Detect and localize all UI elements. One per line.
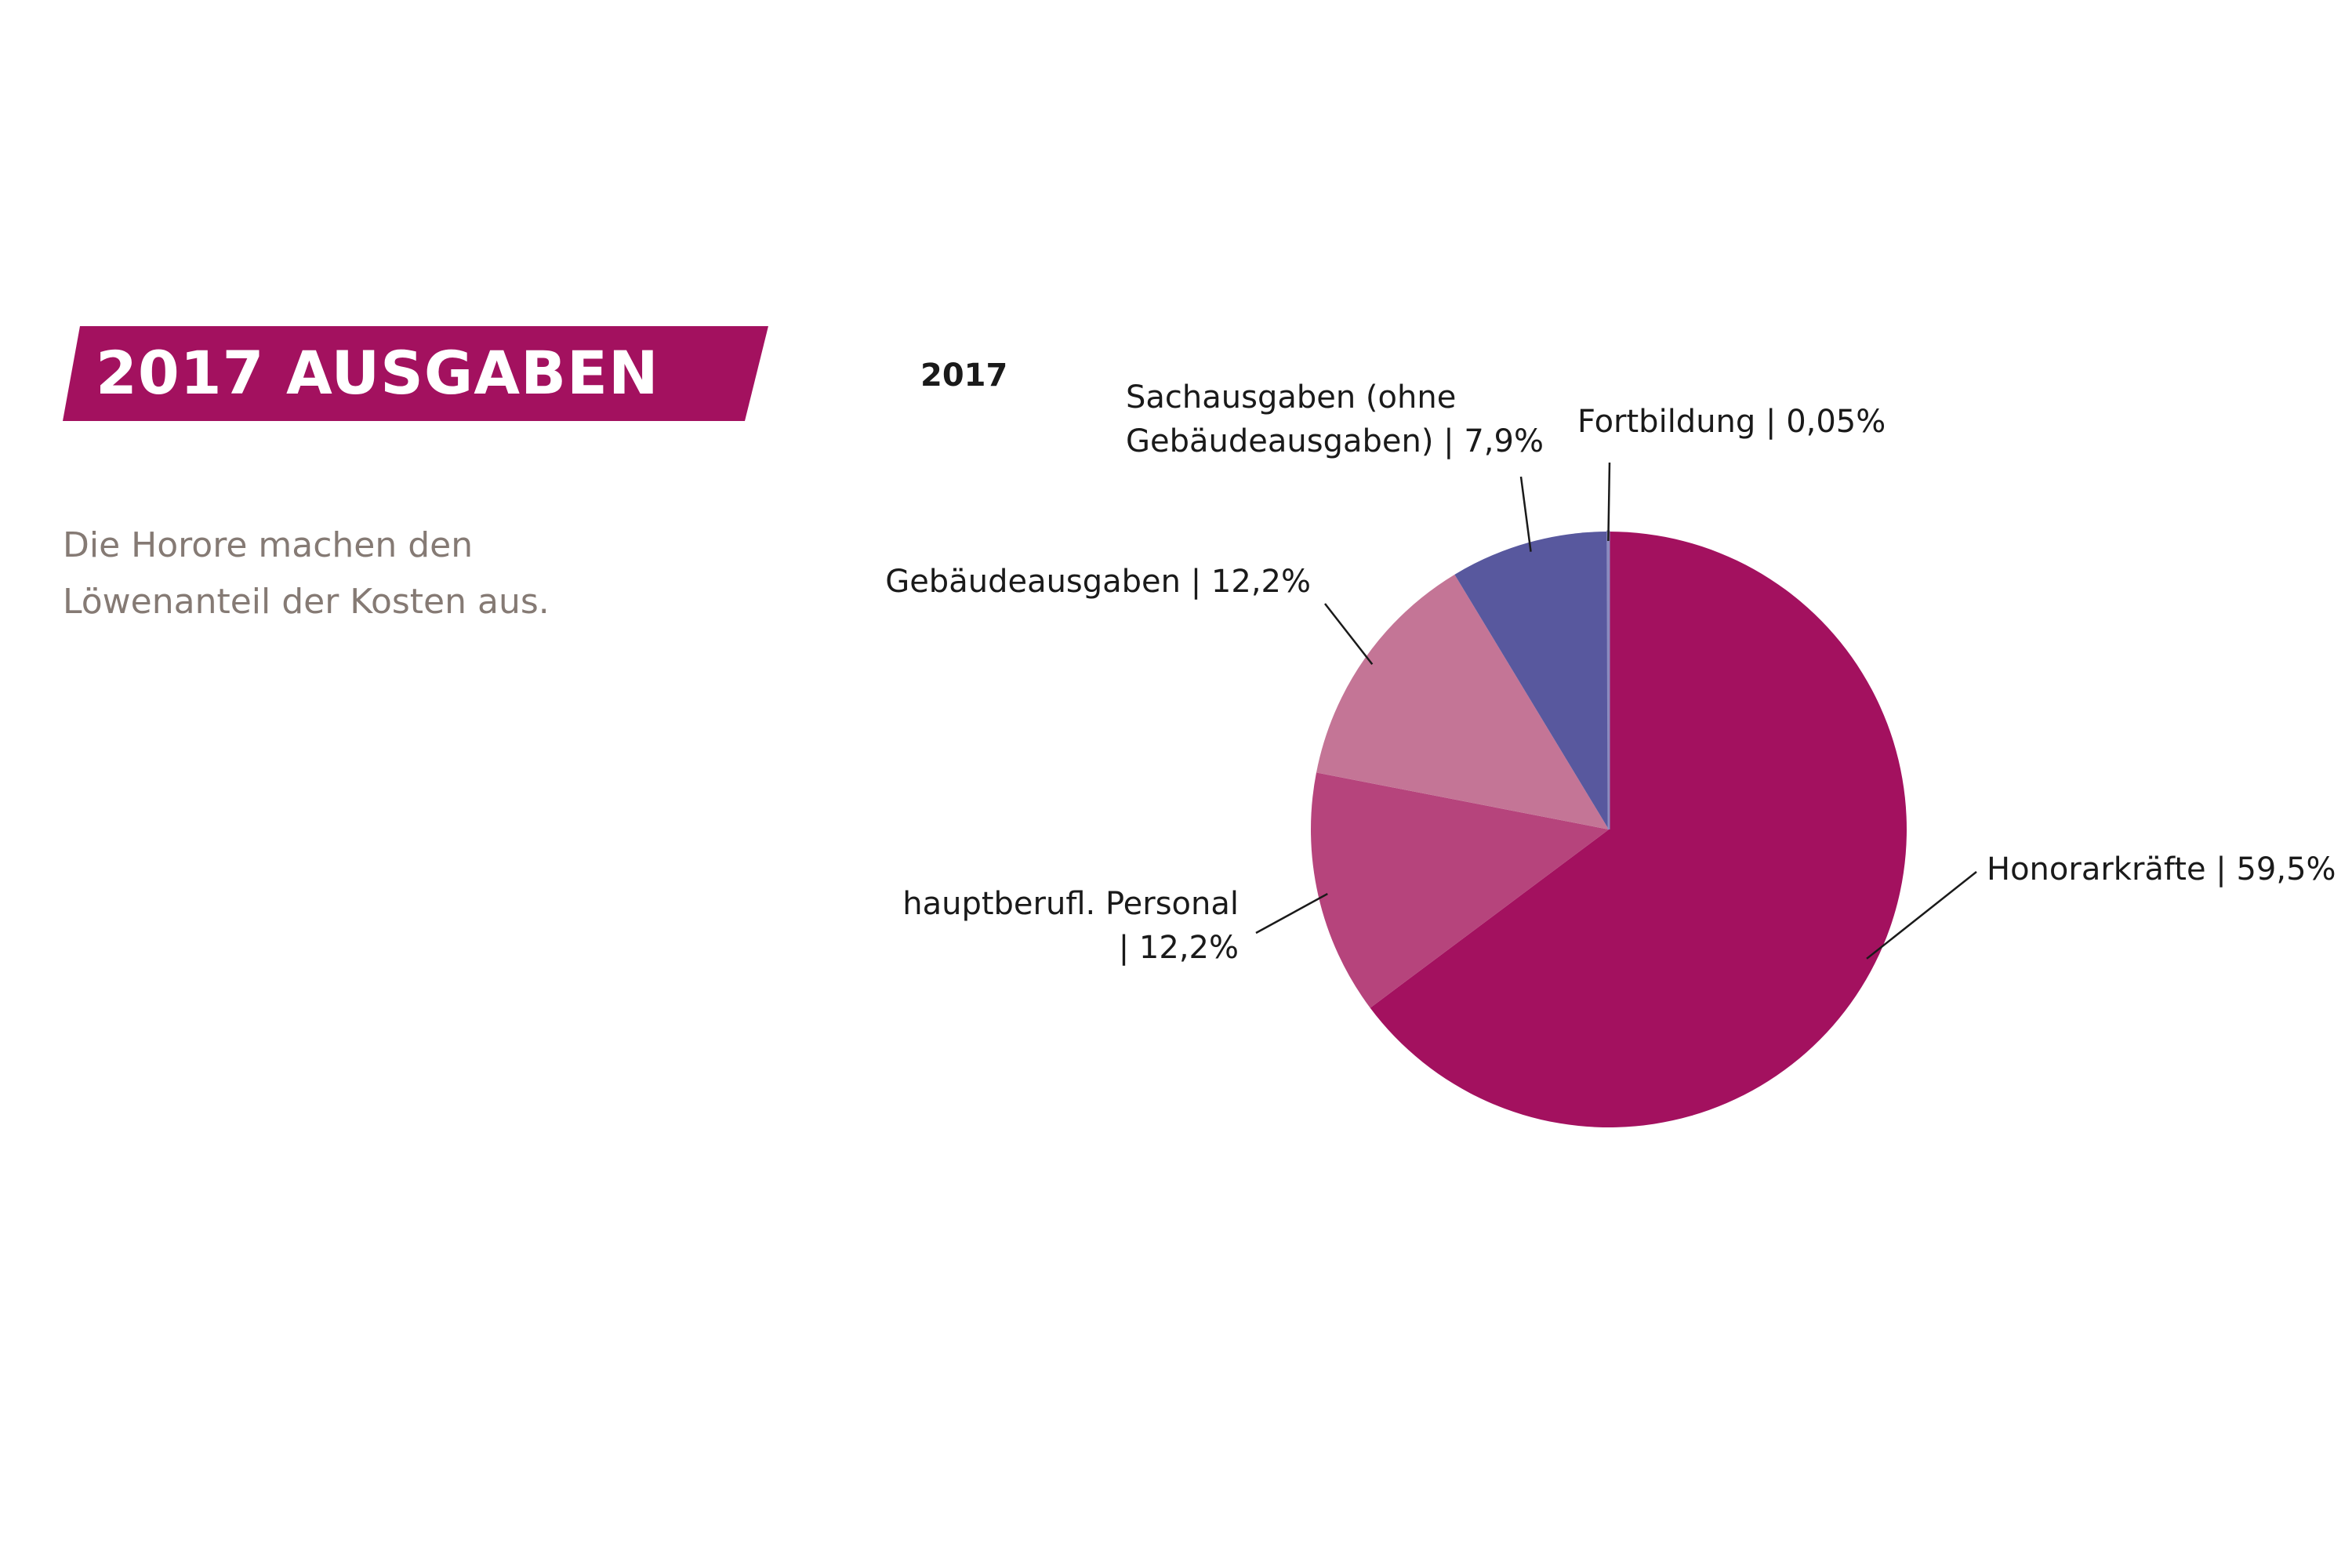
pie-slice (1370, 532, 1907, 1127)
subtitle-line-1: Die Horore machen den (63, 525, 474, 565)
leader-line (1519, 476, 1532, 552)
subtitle-line-2: Löwenanteil der Kosten aus. (63, 582, 550, 622)
pie-slice (1316, 574, 1609, 829)
slice-label: Sachausgaben (ohne Gebäudeausgaben) | 7,9… (1126, 379, 1544, 459)
leader-line (1255, 892, 1328, 935)
title-banner: 2017 AUSGABEN (63, 326, 768, 421)
slice-label: Honorarkräfte | 59,5% (1987, 851, 2336, 887)
title-banner-background (63, 326, 768, 421)
slice-label: Fortbildung | 0,05% (1577, 404, 1886, 440)
slice-label-line: Sachausgaben (ohne (1126, 379, 1456, 416)
slice-label: Gebäudeausgaben | 12,2% (885, 564, 1311, 600)
slice-label-line: | 12,2% (1119, 930, 1239, 966)
slice-label-line: Fortbildung | 0,05% (1577, 404, 1886, 440)
slice-label-line: Honorarkräfte | 59,5% (1987, 851, 2336, 887)
leader-line (1607, 462, 1611, 542)
pie-slice (1606, 530, 1610, 830)
pie-slice (1454, 532, 1609, 829)
page-title: 2017 AUSGABEN (96, 338, 659, 408)
pie-slice (1311, 772, 1609, 1008)
title-banner-shape (63, 326, 768, 421)
slice-label-line: Gebäudeausgaben) | 7,9% (1126, 423, 1544, 459)
slice-label-line: Gebäudeausgaben | 12,2% (885, 564, 1311, 600)
leader-line (1324, 603, 1374, 666)
subtitle: Die Horore machen den Löwenanteil der Ko… (63, 517, 612, 630)
slice-label-line: hauptberufl. Personal (902, 886, 1239, 922)
leader-line (1866, 871, 1977, 960)
chart-title: 2017 (920, 358, 1008, 394)
slice-label: hauptberufl. Personal | 12,2% (902, 886, 1239, 966)
